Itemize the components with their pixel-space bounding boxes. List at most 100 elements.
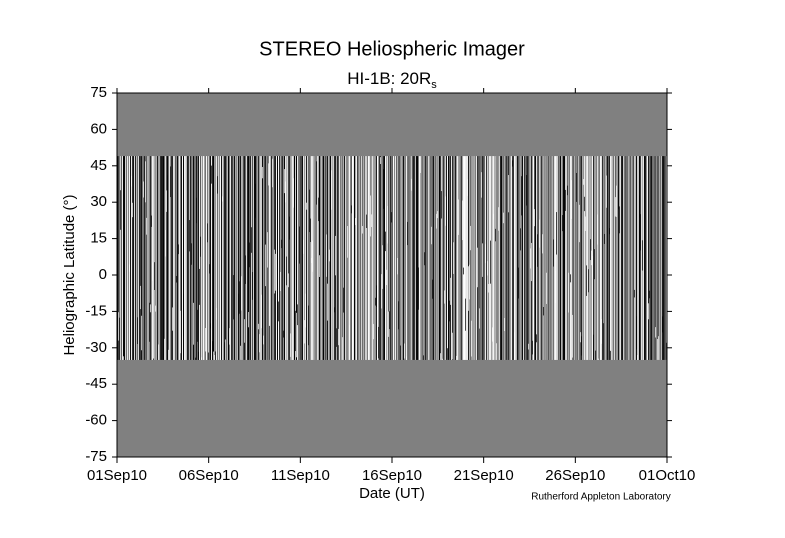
streak bbox=[152, 156, 153, 360]
streak bbox=[420, 156, 421, 360]
streak bbox=[238, 293, 239, 316]
streak bbox=[225, 339, 226, 360]
streak bbox=[313, 156, 314, 360]
streak bbox=[467, 179, 468, 197]
streak bbox=[499, 156, 500, 360]
streak bbox=[281, 156, 282, 360]
streak bbox=[376, 156, 377, 360]
streak bbox=[269, 156, 270, 360]
y-tick-label: 60 bbox=[90, 120, 107, 137]
streak bbox=[539, 219, 540, 248]
streak bbox=[391, 212, 392, 223]
streak bbox=[458, 199, 459, 235]
streak bbox=[228, 333, 229, 360]
streak bbox=[292, 156, 293, 360]
streak bbox=[601, 156, 602, 360]
streak bbox=[485, 244, 486, 264]
streak bbox=[580, 332, 581, 343]
streak bbox=[580, 156, 581, 360]
streak bbox=[228, 156, 229, 360]
streak bbox=[169, 156, 170, 360]
streak bbox=[611, 156, 612, 360]
streak bbox=[503, 156, 504, 360]
streak bbox=[561, 156, 562, 360]
streak bbox=[576, 156, 577, 360]
streak bbox=[205, 156, 206, 360]
streak bbox=[638, 156, 639, 360]
streak bbox=[343, 287, 344, 313]
streak bbox=[433, 156, 434, 360]
streak bbox=[253, 156, 254, 360]
streak bbox=[554, 156, 555, 360]
streak bbox=[569, 156, 570, 360]
streak bbox=[418, 156, 419, 360]
streak bbox=[658, 336, 659, 360]
streak bbox=[498, 156, 499, 360]
streak bbox=[459, 156, 460, 360]
streak bbox=[393, 158, 394, 170]
streak bbox=[494, 156, 495, 360]
streak bbox=[192, 156, 193, 360]
streak bbox=[624, 156, 625, 360]
streak bbox=[201, 357, 202, 360]
streak bbox=[516, 156, 517, 360]
streak bbox=[351, 205, 352, 214]
streak bbox=[346, 156, 347, 360]
streak bbox=[449, 156, 450, 360]
streak bbox=[360, 156, 361, 360]
streak bbox=[263, 156, 264, 360]
streak bbox=[530, 248, 531, 269]
streak bbox=[205, 328, 206, 352]
streak bbox=[188, 156, 189, 360]
streak bbox=[385, 231, 386, 252]
streak bbox=[309, 156, 310, 360]
streak bbox=[118, 312, 119, 341]
streak bbox=[440, 156, 441, 360]
chart-title: STEREO Heliospheric Imager bbox=[259, 38, 525, 60]
streak bbox=[525, 156, 526, 360]
streak bbox=[251, 227, 252, 253]
streak bbox=[336, 156, 337, 360]
streak bbox=[166, 190, 167, 212]
streak bbox=[332, 156, 333, 360]
streak bbox=[367, 156, 368, 360]
streak bbox=[639, 195, 640, 218]
streak bbox=[534, 156, 535, 360]
streak bbox=[584, 156, 585, 360]
streak bbox=[546, 156, 547, 360]
streak bbox=[225, 156, 226, 360]
streak bbox=[371, 156, 372, 360]
streak bbox=[603, 156, 604, 360]
streak bbox=[663, 156, 664, 360]
streak bbox=[543, 306, 544, 316]
streak bbox=[415, 156, 416, 360]
streak bbox=[400, 345, 401, 360]
streak bbox=[490, 240, 491, 284]
streak bbox=[661, 156, 662, 360]
streak bbox=[252, 156, 253, 360]
streak bbox=[428, 156, 429, 360]
streak bbox=[432, 156, 433, 360]
streak bbox=[609, 156, 610, 360]
streak bbox=[493, 156, 494, 360]
streak bbox=[469, 156, 470, 360]
streak bbox=[200, 236, 201, 257]
streak bbox=[524, 156, 525, 360]
streak bbox=[208, 156, 209, 360]
streak bbox=[119, 156, 120, 360]
streak bbox=[392, 156, 393, 360]
streak bbox=[231, 156, 232, 360]
streak bbox=[658, 156, 659, 360]
streak bbox=[368, 156, 369, 360]
streak bbox=[249, 242, 250, 268]
streak bbox=[452, 332, 453, 360]
streak bbox=[263, 335, 264, 345]
streak bbox=[656, 156, 657, 360]
streak bbox=[595, 350, 596, 360]
streak bbox=[251, 156, 252, 360]
streak bbox=[358, 156, 359, 360]
streak bbox=[229, 156, 230, 360]
streak bbox=[230, 156, 231, 360]
streak bbox=[224, 342, 225, 360]
streak bbox=[573, 156, 574, 360]
